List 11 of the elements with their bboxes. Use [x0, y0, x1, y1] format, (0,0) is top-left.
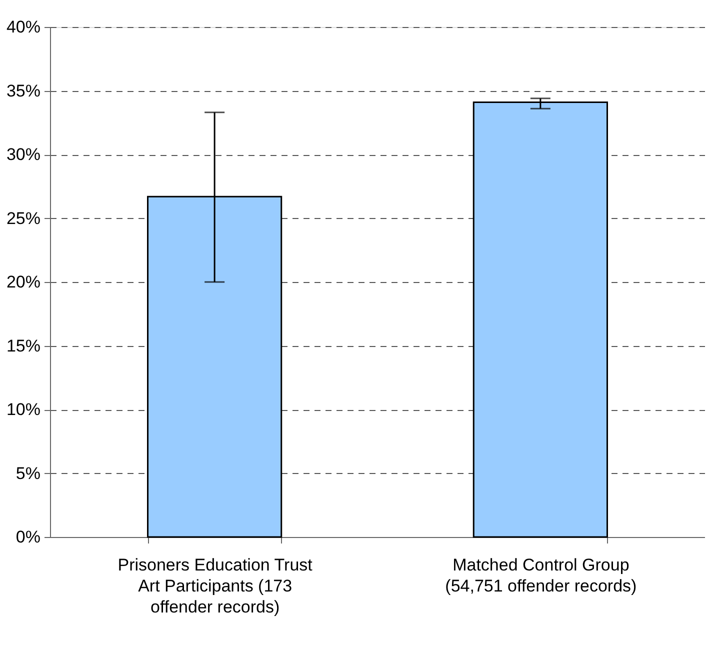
- y-tick-label: 20%: [6, 272, 40, 292]
- y-tick-label: 25%: [6, 208, 40, 228]
- y-tick-label: 10%: [6, 400, 40, 419]
- y-tick-label: 35%: [6, 81, 40, 100]
- x-tick-label: Matched Control Group (54,751 offender records): [445, 556, 637, 596]
- y-tick-label: 30%: [6, 145, 40, 164]
- y-tick-label: 15%: [6, 336, 40, 356]
- x-tick-label: Prisoners Education Trust Art Participants (173 offender records): [118, 556, 313, 616]
- y-tick-label: 5%: [16, 464, 40, 483]
- y-tick-label: 0%: [16, 528, 40, 546]
- y-tick-label: 40%: [6, 18, 40, 36]
